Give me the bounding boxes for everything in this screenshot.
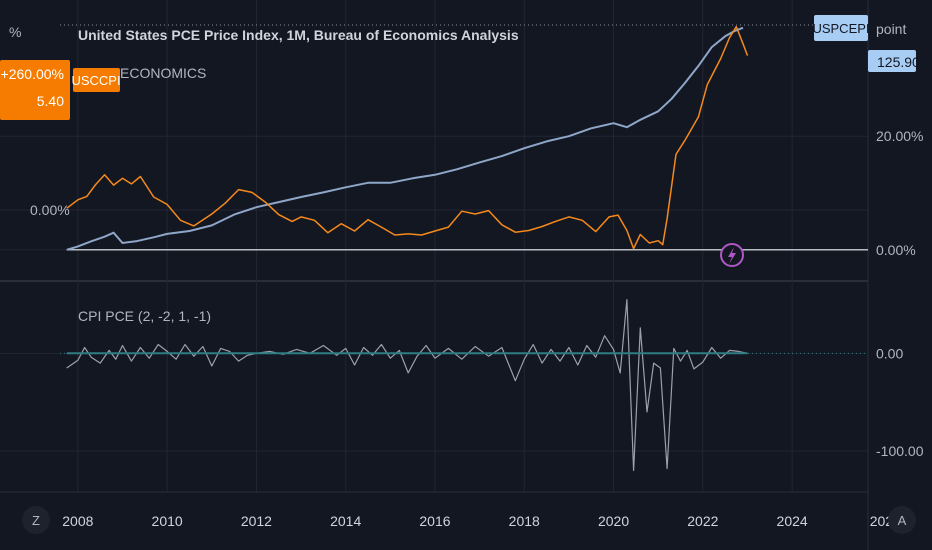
right-unit-label: point [876, 21, 906, 37]
right-price-badge: 125.90 [868, 50, 920, 72]
left-badge-value: 5.40 [37, 93, 64, 109]
flash-icon-bolt [728, 247, 736, 264]
x-tick-label: 2010 [152, 513, 183, 529]
y-tick-label-lower: -100.00 [876, 443, 924, 459]
a-button[interactable]: A [888, 506, 916, 534]
z-button-label: Z [32, 513, 40, 528]
left-badge-percent: +260.00% [1, 66, 64, 82]
x-tick-label: 2024 [777, 513, 808, 529]
x-tick-label: 2020 [598, 513, 629, 529]
x-tick-label: 2022 [687, 513, 718, 529]
right-badge-bg [868, 50, 916, 72]
x-tick-label: 2018 [509, 513, 540, 529]
x-tick-label: 202 [870, 513, 894, 529]
uspcepi-line [66, 26, 744, 251]
z-button[interactable]: Z [22, 506, 50, 534]
y-tick-label: 20.00% [876, 128, 923, 144]
uscpi-tag-bg [73, 68, 120, 92]
left-y-tick-label: 0.00% [30, 202, 70, 218]
x-tick-label: 2016 [419, 513, 450, 529]
subtitle-economics: ECONOMICS [120, 65, 206, 81]
indicator-title: CPI PCE (2, -2, 1, -1) [78, 308, 211, 324]
oscillator-line [66, 299, 748, 472]
uspcepi-tag-label: USPCEPI [812, 21, 869, 36]
z-button-bg [22, 506, 50, 534]
lower-plot-lines [60, 299, 868, 472]
flash-icon[interactable] [720, 243, 744, 267]
x-tick-label: 2014 [330, 513, 361, 529]
uscpi-tag-label: USCCPI [71, 73, 120, 88]
upper-plot-lines [66, 25, 749, 251]
chart-title: United States PCE Price Index, 1M, Burea… [78, 27, 519, 43]
y-tick-label: 0.00% [876, 242, 916, 258]
a-button-bg [888, 506, 916, 534]
left-price-badge: +260.00% 5.40 [0, 60, 70, 120]
uspcepi-series-tag[interactable]: USPCEPI [812, 15, 870, 41]
left-badge-bg [0, 60, 70, 120]
x-tick-labels: 2008 2010 2012 2014 2016 2018 2020 2022 2024 202 [62, 513, 893, 529]
a-button-label: A [898, 513, 907, 528]
x-tick-label: 2008 [62, 513, 93, 529]
percent-axis-symbol: % [9, 24, 21, 40]
y-tick-label-lower: 0.00 [876, 345, 903, 361]
uspcepi-tag-bg [814, 15, 868, 41]
usccpi-line [66, 25, 749, 250]
right-badge-value: 125.90 [877, 54, 920, 70]
uscpi-series-tag[interactable]: USCCPI [71, 68, 121, 92]
x-tick-label: 2012 [241, 513, 272, 529]
y-tick-labels: 0.00% 20.00% 0.00% 0.00 -100.00 [30, 128, 924, 459]
